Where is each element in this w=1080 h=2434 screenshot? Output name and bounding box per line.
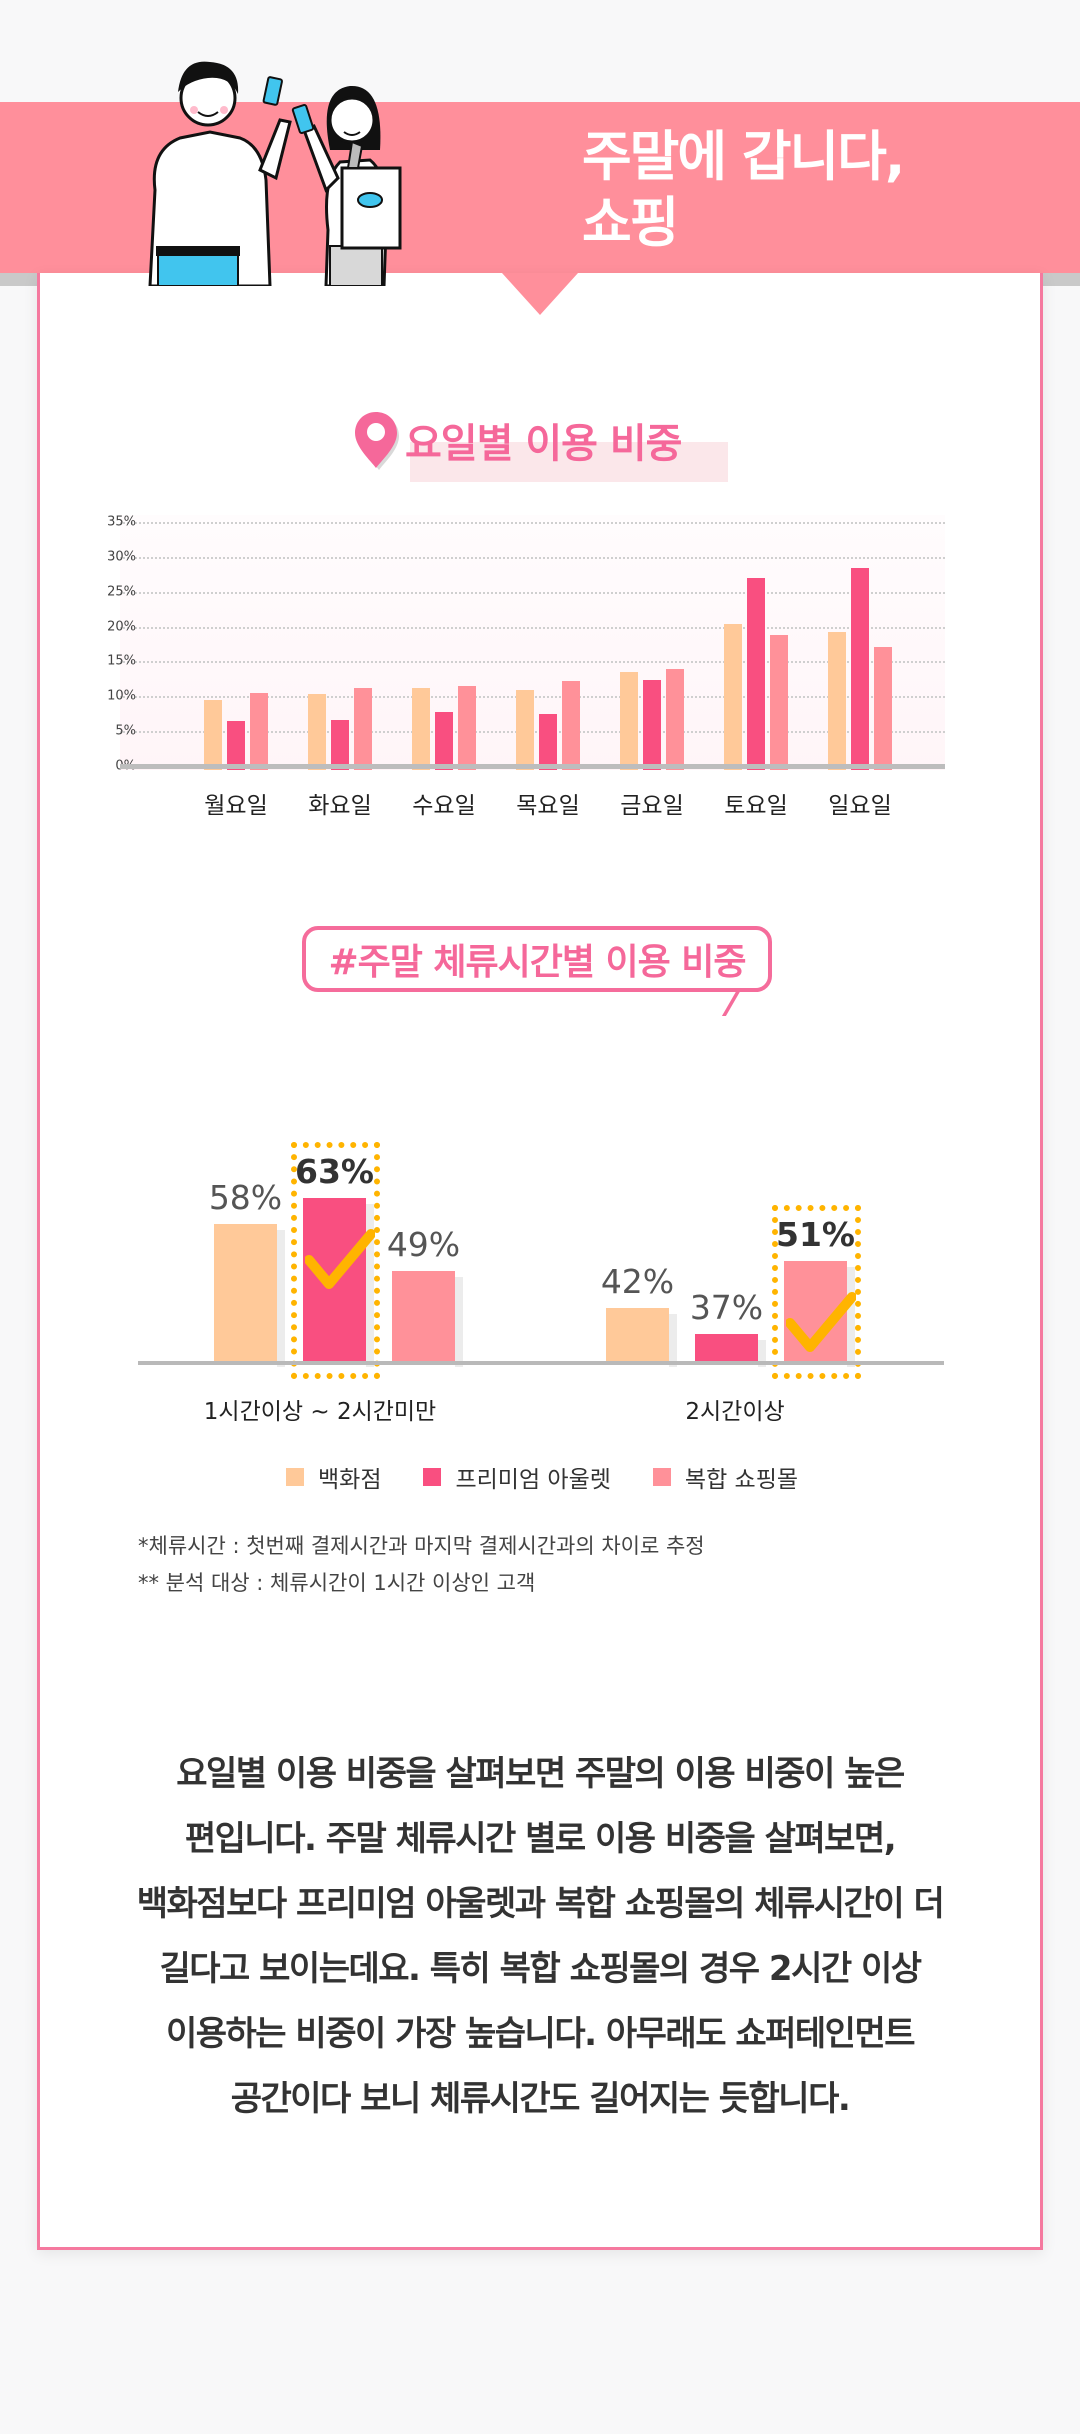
page-title: 주말에 갑니다, 쇼핑: [582, 125, 905, 254]
bar-0-3: [516, 689, 534, 770]
x-tick-label: 목요일: [516, 793, 580, 819]
location-pin-icon: [355, 412, 399, 470]
banner-pointer: [502, 273, 578, 315]
bar-1-6: [851, 567, 869, 770]
bar-0-1: [308, 694, 326, 770]
y-tick-label: 15%: [107, 653, 136, 669]
legend-swatch: [286, 1468, 304, 1486]
bar-2-5: [770, 635, 788, 770]
bar-2-3: [562, 680, 580, 770]
bar-2-4: [666, 668, 684, 770]
x-axis-line: [138, 1361, 944, 1365]
bar-2-0: [392, 1271, 463, 1367]
gridline: [120, 661, 945, 664]
value-label: 51%: [776, 1214, 855, 1254]
x-tick-label: 1시간이상 ~ 2시간미만: [203, 1399, 437, 1425]
title-highlight: [410, 442, 728, 482]
y-tick-label: 10%: [107, 688, 136, 704]
y-tick-label: 25%: [107, 584, 136, 600]
x-tick-label: 토요일: [724, 793, 788, 819]
bar-2-2: [458, 686, 476, 770]
summary-paragraph: 요일별 이용 비중을 살펴보면 주말의 이용 비중이 높은 편입니다. 주말 체…: [136, 1754, 945, 2119]
section-title-dwell-time: #주말 체류시간별 이용 비중: [302, 926, 772, 992]
highlight-box: [772, 1204, 861, 1379]
legend-item-premium-outlet: 프리미엄 아울렛: [423, 1460, 611, 1494]
y-tick-label: 30%: [107, 549, 136, 565]
value-label: 49%: [386, 1225, 461, 1265]
bar-1-1: [331, 719, 349, 770]
value-label: 58%: [208, 1178, 283, 1218]
y-tick-label: 5%: [115, 723, 136, 739]
chart-legend: 백화점 프리미엄 아울렛 복합 쇼핑몰: [286, 1460, 818, 1494]
bar-1-1: [695, 1333, 766, 1368]
shoppers-illustration: [148, 61, 402, 286]
highlight-box: [291, 1142, 380, 1379]
y-tick-label: 35%: [107, 514, 136, 530]
checkmark-icon: [786, 1291, 856, 1352]
legend-item-shopping-mall: 복합 쇼핑몰: [652, 1460, 798, 1494]
bar-0-5: [724, 623, 742, 770]
bar-2-6: [874, 646, 892, 770]
footnote-analysis-target: ** 분석 대상 : 체류시간이 1시간 이상인 고객: [138, 1571, 536, 1595]
section-title-text: 요일별 이용 비중: [405, 421, 682, 467]
gridline: [120, 556, 945, 559]
x-tick-label: 화요일: [308, 793, 372, 819]
bar-2-0: [250, 692, 268, 770]
bar-0-0: [214, 1224, 285, 1367]
bar-0-1: [606, 1307, 677, 1368]
gridline: [120, 626, 945, 629]
woman-figure-icon: [291, 85, 402, 286]
man-figure-icon: [148, 61, 292, 286]
x-axis-line: [120, 764, 945, 769]
bar-1-0: [227, 721, 245, 770]
bar-1-4: [643, 680, 661, 770]
y-tick-label: 20%: [107, 619, 136, 635]
gridline: [120, 591, 945, 594]
x-tick-label: 금요일: [620, 793, 684, 819]
footnote-dwell-time: *체류시간 : 첫번째 결제시간과 마지막 결제시간과의 차이로 추정: [138, 1534, 705, 1558]
x-tick-label: 수요일: [412, 793, 476, 819]
bar-0-4: [620, 671, 638, 770]
legend-swatch: [423, 1468, 442, 1486]
bar-0-6: [828, 631, 846, 770]
checkmark-icon: [305, 1229, 375, 1290]
section-title-weekday: 요일별 이용 비중: [355, 400, 728, 482]
bar-2-1: [354, 687, 372, 770]
gridline: [120, 522, 945, 524]
value-label: 42%: [600, 1261, 675, 1301]
bar-1-2: [435, 712, 453, 770]
value-label: 37%: [689, 1287, 764, 1327]
chart-plot-area: [120, 515, 945, 770]
x-tick-label: 월요일: [204, 793, 268, 819]
x-tick-label: 2시간이상: [685, 1399, 785, 1425]
legend-swatch: [652, 1468, 671, 1486]
section-title-text: #주말 체류시간별 이용 비중: [328, 942, 746, 983]
legend-item-department-store: 백화점: [286, 1460, 381, 1494]
bar-1-5: [747, 578, 765, 770]
value-label: 63%: [295, 1152, 374, 1192]
x-tick-label: 일요일: [828, 793, 892, 819]
bar-0-2: [412, 688, 430, 770]
bar-0-0: [204, 700, 222, 770]
bar-1-3: [539, 713, 557, 770]
